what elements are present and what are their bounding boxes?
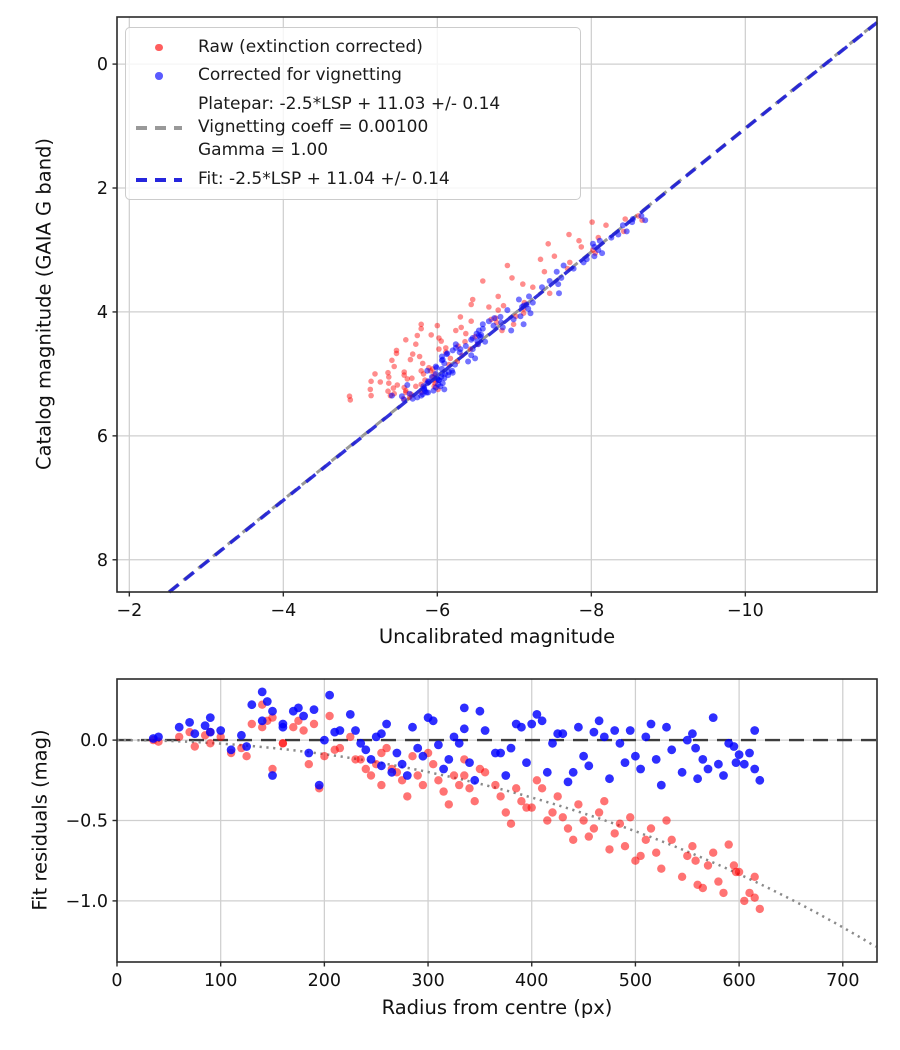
legend-entry-platepar: Platepar: -2.5*LSP + 11.03 +/- 0.14 Vign… (136, 93, 570, 163)
fit-residuals-grid (116, 679, 877, 962)
fit-residuals-x-tick-label: 200 (308, 971, 341, 991)
magnitude-calibration-y-tick-label: 8 (97, 551, 108, 571)
legend-entry-corrected: Corrected for vignetting (136, 64, 570, 87)
fit-residuals-plot: 0 100 200 300 400 500 600 700 0.0 −0.5 −1.0 (66, 678, 878, 991)
legend-entry-fit: Fit: -2.5*LSP + 11.04 +/- 0.14 (136, 168, 570, 191)
fit-residuals-x-tick-label: 300 (411, 971, 444, 991)
magnitude-calibration-x-tick-label: −2 (116, 601, 142, 621)
magnitude-calibration-x-tick-label: −6 (424, 601, 450, 621)
fit-residuals-y-tick-label: −0.5 (66, 812, 109, 832)
magnitude-calibration-series-corrected-for-vignetting (388, 212, 649, 403)
raw-scatter-marker-icon (136, 43, 182, 51)
vignetting-model-curve (117, 738, 877, 948)
legend-entry-raw: Raw (extinction corrected) (136, 36, 570, 59)
fit-residuals-x-tick-label: 0 (111, 971, 122, 991)
fit-residuals-x-tick-label: 700 (826, 971, 859, 991)
legend-label-raw: Raw (extinction corrected) (198, 36, 423, 57)
corrected-scatter-marker-icon (136, 72, 182, 80)
platepar-dashed-line-icon (136, 125, 182, 130)
magnitude-calibration-y-tick-label: 0 (97, 55, 108, 75)
magnitude-calibration-x-tick-label: −4 (270, 601, 296, 621)
magnitude-calibration-y-tick-label: 6 (97, 427, 108, 447)
fit-residuals-x-tick-label: 100 (204, 971, 237, 991)
fit-residuals-x-tick-label: 600 (722, 971, 755, 991)
fit-residuals-x-tick-label: 500 (619, 971, 652, 991)
magnitude-calibration-x-tick-label: −10 (727, 601, 764, 621)
fit-residuals-tick-labels: 0 100 200 300 400 500 600 700 0.0 −0.5 −1.0 (66, 731, 860, 991)
fit-residuals-y-tick-label: 0.0 (80, 731, 108, 751)
magnitude-calibration-y-tick-label: 2 (97, 179, 108, 199)
fit-residuals-x-tick-label: 400 (515, 971, 548, 991)
top-yaxis-label: Catalog magnitude (GAIA G band) (32, 137, 56, 471)
magnitude-calibration-ticks (112, 63, 747, 597)
magnitude-calibration-tick-labels: −2 −4 −6 −8 −10 0 2 4 6 8 (97, 55, 764, 621)
legend-label-corrected: Corrected for vignetting (198, 65, 402, 86)
legend-label-fit: Fit: -2.5*LSP + 11.04 +/- 0.14 (198, 168, 450, 189)
fit-residuals-ticks (112, 739, 844, 967)
bottom-yaxis-label: Fit residuals (mag) (28, 729, 52, 911)
magnitude-calibration-spines (116, 16, 878, 593)
fit-dashed-line-icon (136, 177, 182, 182)
fit-residuals-series-corrected-for-vignetting (148, 687, 765, 790)
top-xaxis-label: Uncalibrated magnitude (378, 625, 616, 648)
magnitude-calibration-y-tick-label: 4 (97, 303, 108, 323)
bottom-xaxis-label: Radius from centre (px) (381, 996, 613, 1019)
fit-line (168, 21, 879, 594)
legend-label-platepar: Platepar: -2.5*LSP + 11.03 +/- 0.14 Vign… (198, 93, 501, 161)
fit-residuals-y-tick-label: −1.0 (66, 892, 109, 912)
magnitude-calibration-x-tick-label: −8 (578, 601, 604, 621)
legend: Raw (extinction corrected) Corrected for… (125, 27, 581, 200)
